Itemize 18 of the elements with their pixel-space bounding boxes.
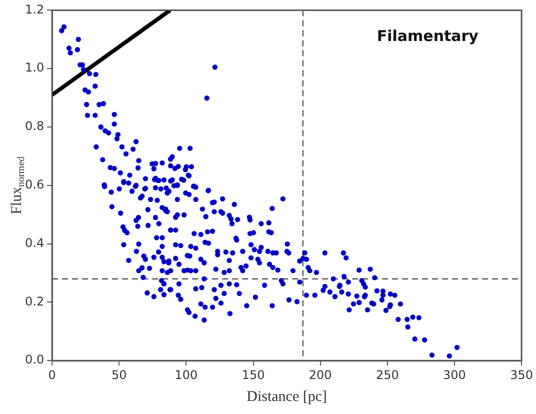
x-tick-label: 150 bbox=[242, 368, 265, 382]
x-tick-label: 250 bbox=[376, 368, 399, 382]
annotation: Filamentary bbox=[376, 27, 479, 46]
y-tick-label: 0.2 bbox=[24, 294, 44, 308]
y-tick-label: 0.4 bbox=[24, 236, 44, 250]
x-axis-title: Distance [pc] bbox=[246, 388, 328, 405]
y-tick-label: 0.8 bbox=[24, 119, 44, 134]
x-tick-label: 0 bbox=[48, 368, 56, 382]
y-tick-label: 1.2 bbox=[24, 2, 44, 16]
x-tick-label: 100 bbox=[174, 368, 198, 382]
y-tick-label: 0.0 bbox=[24, 352, 44, 367]
x-tick-label: 200 bbox=[308, 368, 332, 382]
y-tick-label: 0.6 bbox=[24, 178, 44, 192]
x-tick-label: 50 bbox=[112, 368, 127, 382]
y-tick-label: 1.0 bbox=[24, 60, 44, 75]
x-tick-label: 350 bbox=[510, 368, 533, 382]
y-axis-title: Fluxnormed bbox=[9, 156, 27, 214]
x-tick-label: 300 bbox=[443, 368, 466, 382]
